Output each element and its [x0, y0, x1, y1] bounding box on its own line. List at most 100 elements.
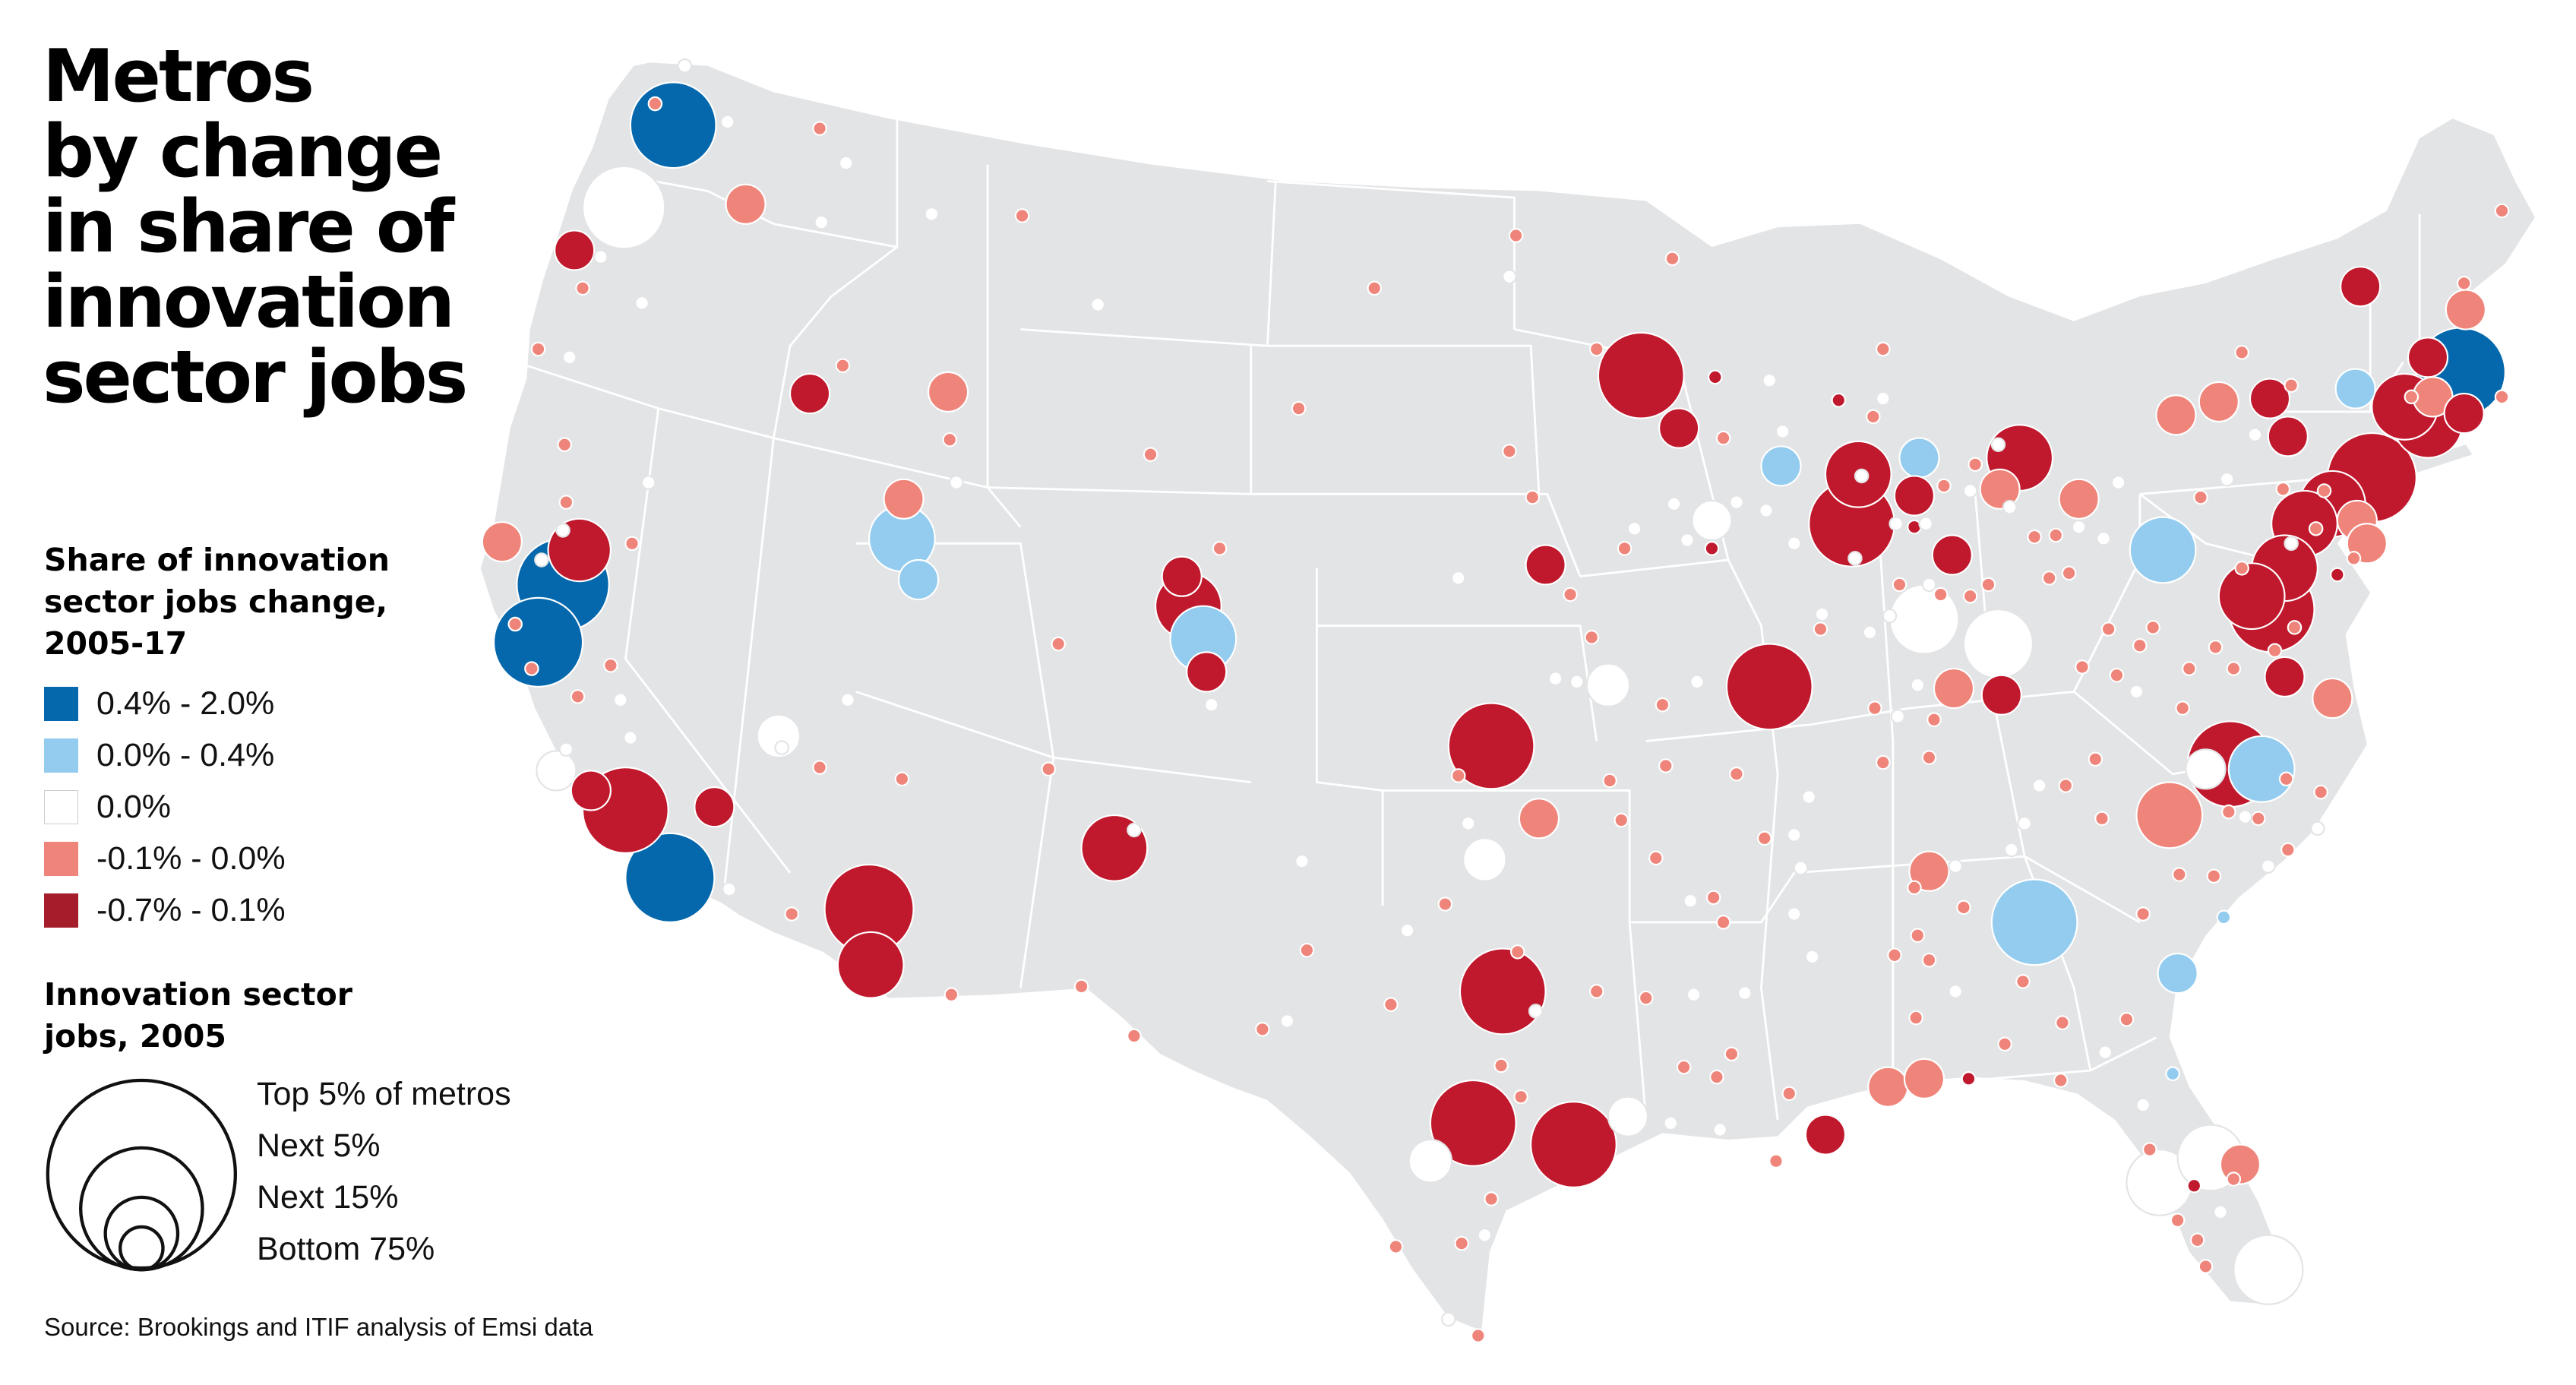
us-land-shape [480, 62, 2535, 1331]
color-legend-item: 0.0% [44, 787, 171, 827]
metro-dot-salmon [2208, 640, 2224, 655]
metro-dot-salmon [812, 121, 827, 136]
metro-dot-white [1607, 1096, 1649, 1137]
metro-dot-salmon [1041, 761, 1056, 777]
metro-dot-dark-red [1961, 1071, 1977, 1086]
metro-dot-salmon [2494, 389, 2510, 405]
metro-dot-salmon [2058, 778, 2074, 793]
metro-dot-salmon [2041, 571, 2057, 586]
metro-dot-salmon [1367, 280, 1383, 296]
metro-dot-dark-red [2330, 567, 2345, 583]
metro-dot-white [2310, 821, 2325, 836]
metro-dot-salmon [1471, 1328, 1486, 1343]
metro-dot-dark-red [1704, 541, 1720, 556]
metro-dot-salmon [1589, 984, 1604, 999]
metro-dot-white [623, 730, 638, 745]
metro-dot-white [1889, 516, 1904, 532]
metro-dot-salmon [1908, 1010, 1923, 1026]
metro-dot-salmon [1255, 1022, 1270, 1037]
metro-dot-salmon [2182, 661, 2197, 676]
metro-dot-salmon [1676, 1059, 1692, 1075]
size-circle-next5 [79, 1146, 204, 1272]
metro-dot-white [2097, 1045, 2113, 1060]
metro-dot-white [1090, 297, 1105, 312]
metro-dot-salmon [2172, 867, 2187, 882]
metro-dot-white [1948, 859, 1963, 874]
metro-dot-white [1762, 372, 1778, 388]
metro-dot-salmon [1589, 341, 1604, 357]
metro-dot-salmon [2015, 974, 2031, 989]
metro-dot-dark-red [570, 770, 612, 811]
legend-swatch-white [44, 789, 78, 824]
metro-dot-dark-red [2217, 562, 2286, 631]
metro-dot-salmon [2226, 661, 2242, 676]
metro-dot-white [722, 881, 737, 897]
metro-dot-white [640, 475, 656, 490]
metro-dot-white [1801, 789, 1817, 805]
metro-dot-salmon [1715, 915, 1731, 930]
metro-dot-dark-red [1725, 643, 1813, 731]
metro-dot-salmon [2058, 478, 2100, 520]
legend-swatch-salmon [44, 841, 78, 876]
metro-dot-white [1948, 984, 1963, 999]
metro-dot-white [1787, 827, 1802, 843]
color-legend-item: -0.1% - 0.0% [44, 839, 286, 878]
metro-dot-dark-red [2186, 1178, 2202, 1194]
metro-dot-white [1477, 1227, 1493, 1243]
metro-dot-salmon [2170, 1213, 2186, 1228]
metro-dot-dark-red [694, 786, 735, 828]
metro-dot-white [1451, 571, 1466, 586]
legend-label-white: 0.0% [96, 788, 172, 825]
color-heading-line-2: sector jobs change, [44, 583, 388, 620]
metro-dot-salmon [1502, 444, 1517, 459]
metro-dot-white [613, 692, 628, 708]
metro-dot-white [1889, 583, 1960, 655]
metro-dot-salmon [2278, 771, 2294, 787]
metro-dot-salmon [1518, 798, 1560, 840]
metro-dot-white [2261, 859, 2276, 874]
metro-dot-salmon [1563, 587, 1578, 602]
size-circle-top5 [46, 1078, 238, 1270]
metro-dot-salmon [1705, 890, 1721, 906]
metro-dot-dark-red [1186, 651, 1228, 693]
source-note: Source: Brookings and ITIF analysis of E… [44, 1313, 593, 1341]
metro-dot-salmon [557, 437, 572, 453]
metro-dot-salmon [812, 760, 827, 775]
title-line-2: by change [43, 110, 443, 194]
metro-dot-salmon [784, 906, 799, 922]
long-island [2403, 444, 2473, 475]
legend-swatch-dark-blue [44, 686, 78, 721]
legend-swatch-dark-red [44, 893, 78, 928]
metro-dot-salmon [2313, 784, 2328, 800]
metro-dot-salmon [1813, 621, 1828, 637]
metro-dot-salmon [1866, 409, 1881, 425]
metro-dot-white [1680, 533, 1695, 548]
metro-dot-salmon [1876, 754, 1891, 770]
metro-dot-dark-red [1708, 369, 1723, 385]
metro-dot-salmon [1768, 1153, 1784, 1168]
metro-dot-salmon [1639, 990, 1654, 1006]
metro-dot-dark-red [2249, 378, 2291, 419]
metro-dot-salmon [2280, 842, 2296, 858]
metro-dot-salmon [1508, 228, 1524, 243]
metro-dot-salmon [2055, 1015, 2070, 1030]
metro-dot-salmon [2267, 643, 2283, 658]
metro-dot-light-blue [2227, 735, 2296, 803]
metro-dot-dark-red [1931, 534, 1973, 576]
metro-dot-white [1686, 987, 1702, 1003]
metro-dot-white [1279, 1013, 1295, 1029]
metro-dot-salmon [1921, 952, 1937, 968]
color-legend-heading: Share of innovation sector jobs change, … [44, 539, 390, 665]
metro-dot-dark-blue [624, 832, 716, 923]
metro-dot-salmon [1451, 768, 1466, 783]
size-label-bottom75: Bottom 75% [257, 1231, 435, 1267]
metro-dot-salmon [1655, 697, 1670, 713]
metro-dot-white [1882, 608, 1898, 624]
metro-dot-salmon [1584, 630, 1600, 645]
metro-dot-white [2002, 499, 2018, 515]
metro-dot-white [1890, 709, 1906, 724]
metro-dot-white [593, 249, 608, 264]
metro-dot-dark-red [1530, 1101, 1617, 1188]
metro-dot-salmon [1933, 667, 1975, 710]
legend-label-dark-red: -0.7% - 0.1% [96, 891, 286, 928]
